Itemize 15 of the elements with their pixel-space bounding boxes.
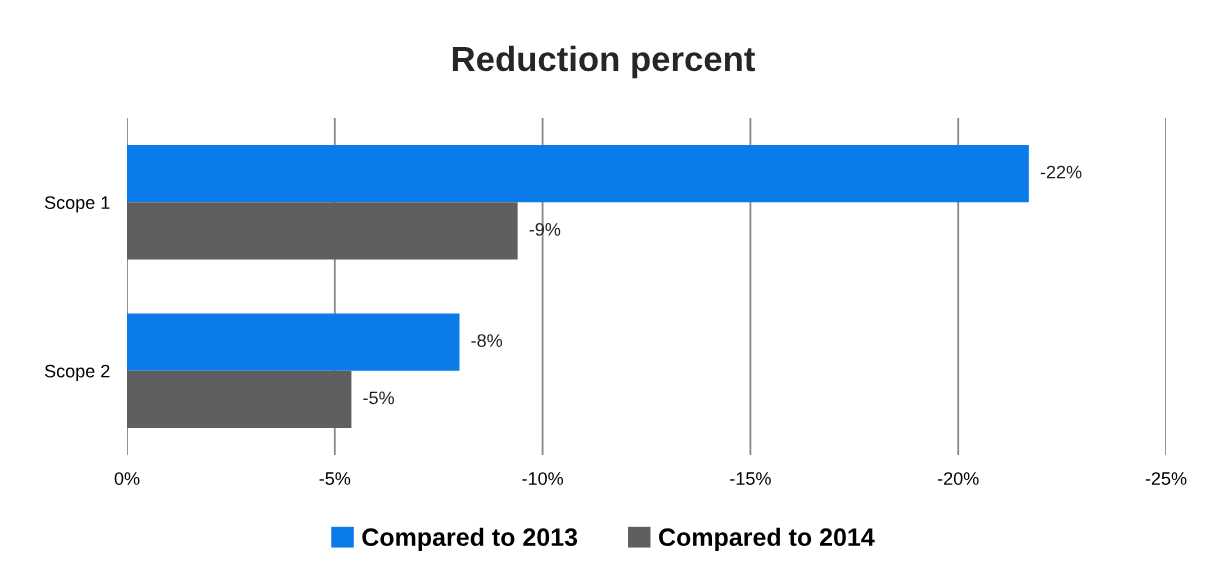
y-tick-label: Scope 2 — [44, 364, 110, 382]
x-tick-label: 0% — [114, 472, 140, 485]
data-label: -5% — [363, 391, 394, 405]
data-label: -9% — [529, 222, 561, 236]
x-tick-label: -15% — [730, 472, 771, 485]
legend-label: Compared to 2014 — [659, 527, 875, 551]
legend-label: Compared to 2013 — [362, 527, 578, 551]
y-tick-label: Scope 1 — [44, 196, 110, 213]
x-tick-label: -5% — [319, 472, 351, 485]
x-tick-label: -20% — [937, 472, 979, 485]
data-label: -22% — [1040, 165, 1082, 179]
chart-title: Reduction percent — [452, 45, 755, 79]
x-tick-label: -10% — [522, 472, 564, 485]
data-label: -8% — [471, 334, 503, 347]
x-tick-label: -25% — [1145, 472, 1187, 485]
